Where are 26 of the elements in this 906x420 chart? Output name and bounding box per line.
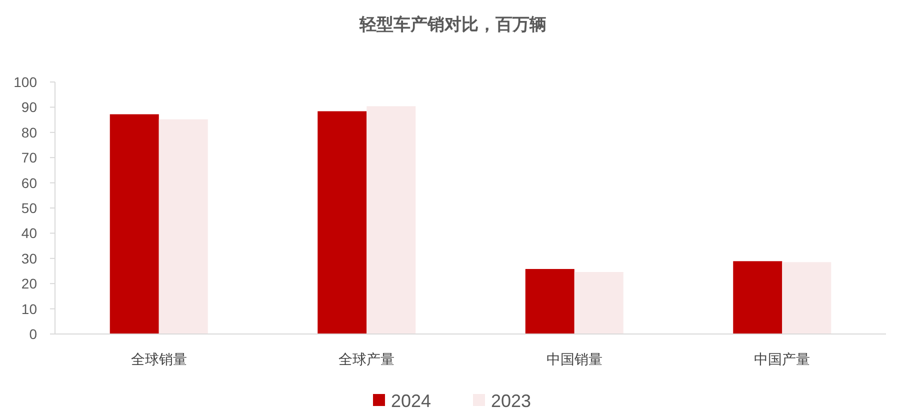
chart-title: 轻型车产销对比，百万辆: [358, 15, 546, 34]
legend-label: 2023: [491, 391, 532, 411]
x-tick-label: 中国产量: [754, 351, 810, 367]
y-tick-label: 10: [21, 300, 38, 317]
y-tick-label: 40: [21, 225, 38, 242]
y-tick-label: 20: [21, 276, 38, 292]
bar: [366, 106, 416, 334]
legend-label: 2024: [391, 391, 432, 411]
y-tick-label: 80: [21, 124, 38, 140]
x-tick-label: 全球产量: [338, 351, 395, 367]
y-tick-label: 100: [14, 74, 38, 90]
y-tick-label: 60: [21, 174, 38, 191]
y-tick-label: 70: [21, 150, 38, 166]
bar: [110, 114, 159, 334]
bar: [574, 272, 624, 334]
y-tick-label: 90: [21, 99, 38, 116]
bar: [318, 111, 367, 334]
x-tick-label: 全球销量: [130, 351, 187, 367]
bar: [782, 262, 832, 334]
x-tick-label: 中国销量: [546, 351, 602, 367]
y-tick-label: 0: [29, 326, 38, 342]
bar: [733, 261, 782, 334]
bar: [525, 268, 574, 334]
y-tick-label: 30: [21, 250, 38, 266]
bar: [158, 119, 208, 334]
y-tick-label: 50: [21, 200, 38, 216]
